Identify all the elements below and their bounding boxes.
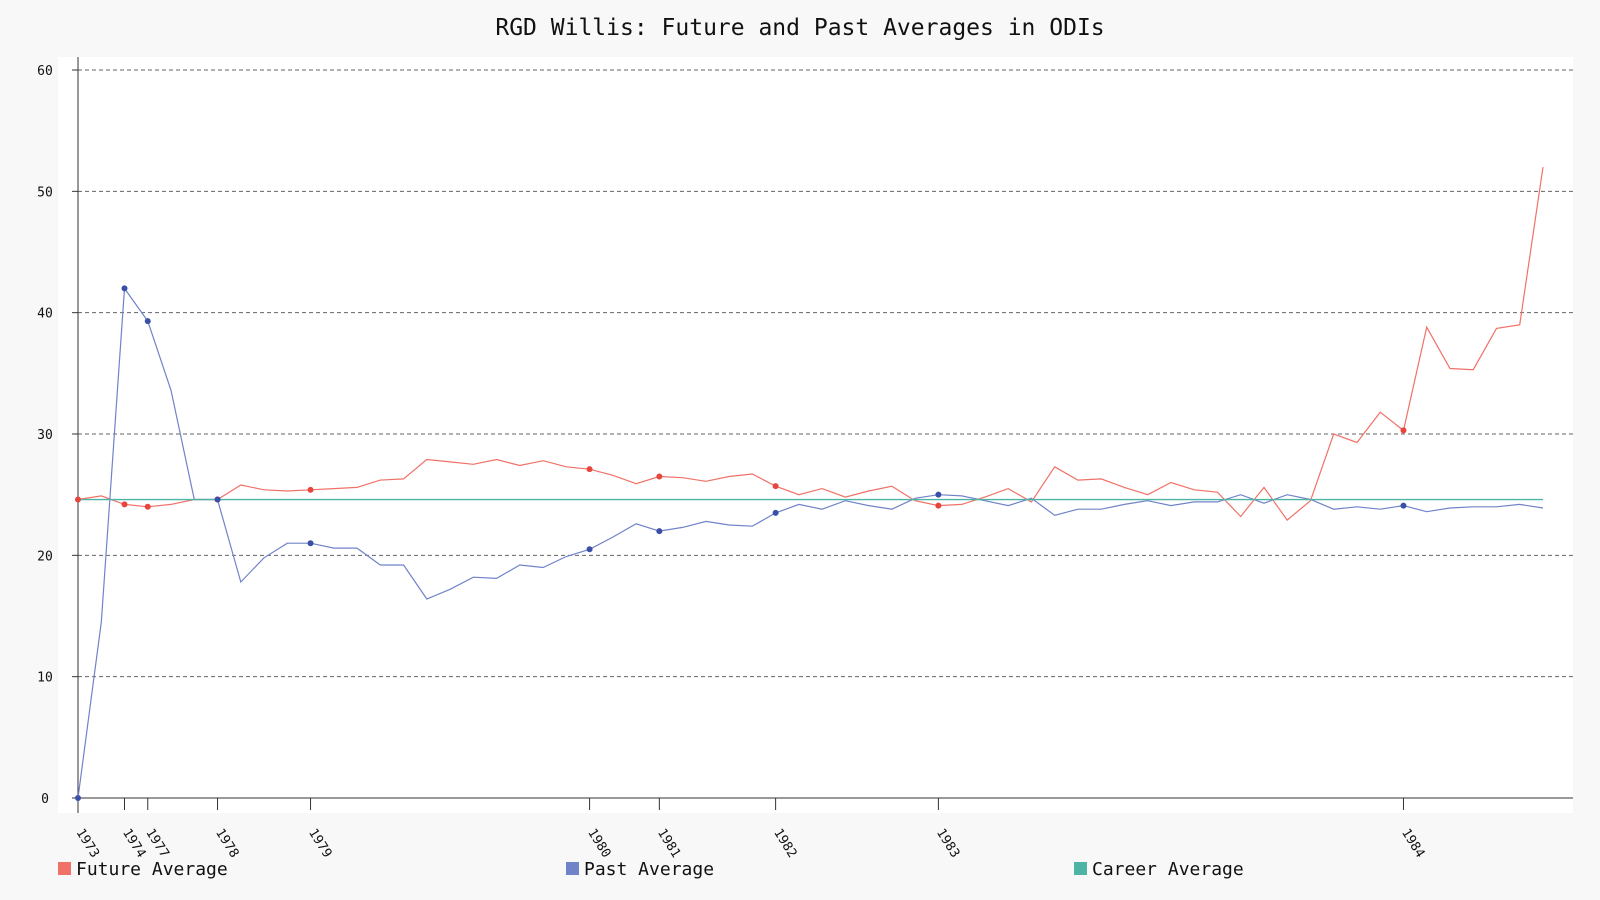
data-point-future-average xyxy=(656,473,663,480)
data-point-past-average xyxy=(75,795,81,801)
y-tick-label: 50 xyxy=(37,185,53,200)
series-line-future-average xyxy=(77,167,1544,521)
x-tick-label: 1984 xyxy=(1398,826,1427,861)
y-tick-label: 30 xyxy=(37,428,53,443)
data-point-future-average xyxy=(1400,427,1407,434)
data-point-future-average xyxy=(307,486,314,493)
x-tick-label: 1982 xyxy=(770,826,799,861)
data-point-future-average xyxy=(144,503,151,510)
legend-label: Past Average xyxy=(584,859,714,880)
data-point-past-average xyxy=(656,528,663,535)
x-tick-label: 1978 xyxy=(212,826,241,861)
data-point-past-average xyxy=(586,546,593,553)
y-tick-label: 40 xyxy=(37,307,53,322)
x-tick-label: 1973 xyxy=(73,826,102,861)
legend-swatch xyxy=(566,862,579,875)
chart-title: RGD Willis: Future and Past Averages in … xyxy=(495,15,1104,41)
x-tick-label: 1983 xyxy=(933,826,962,861)
legend-label: Future Average xyxy=(76,859,228,880)
data-point-future-average xyxy=(772,483,779,490)
data-point-past-average xyxy=(772,509,779,516)
series-markers xyxy=(75,285,1407,801)
legend-swatch xyxy=(1074,862,1087,875)
legend-label: Career Average xyxy=(1092,859,1244,880)
data-point-future-average xyxy=(75,496,81,503)
x-tick-label: 1980 xyxy=(584,826,613,861)
data-point-future-average xyxy=(935,502,942,509)
data-point-past-average xyxy=(935,491,942,498)
x-tick-label: 1974 xyxy=(119,826,148,861)
data-point-past-average xyxy=(307,540,314,547)
x-tick-label: 1981 xyxy=(654,826,683,861)
data-point-future-average xyxy=(586,466,593,473)
x-tick-label: 1977 xyxy=(142,826,171,861)
data-point-future-average xyxy=(121,501,128,508)
y-tick-label: 60 xyxy=(37,64,53,79)
legend: Future Average Past Average Career Average xyxy=(58,859,1244,880)
y-tick-label: 10 xyxy=(37,671,53,686)
y-tick-label: 0 xyxy=(41,792,49,807)
axes xyxy=(77,57,1573,813)
x-tick-label: 1979 xyxy=(305,826,334,861)
data-point-past-average xyxy=(214,496,221,503)
series-line-past-average xyxy=(77,286,1544,799)
data-point-past-average xyxy=(121,285,128,292)
data-point-past-average xyxy=(144,318,151,325)
legend-swatch xyxy=(58,862,71,875)
y-tick-label: 20 xyxy=(37,549,53,564)
series-lines xyxy=(77,167,1544,799)
plot-area xyxy=(58,57,1573,813)
data-point-past-average xyxy=(1400,502,1407,509)
y-tick-labels: 0 10 20 30 40 50 60 xyxy=(37,64,78,807)
